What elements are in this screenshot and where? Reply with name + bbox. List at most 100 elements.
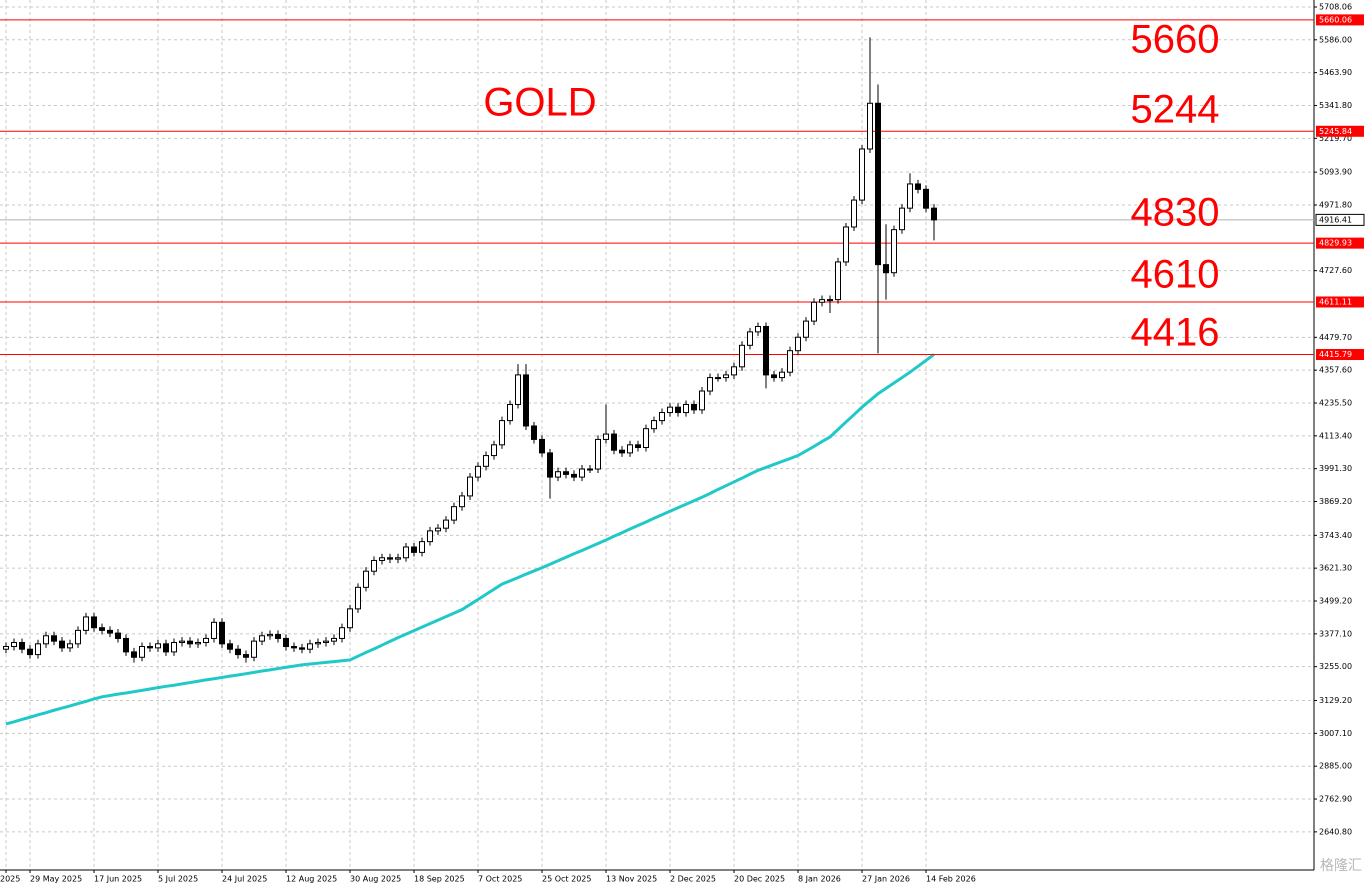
candle-body xyxy=(571,473,577,478)
candle-body xyxy=(419,541,425,553)
candle-body xyxy=(611,433,617,451)
candle-body xyxy=(179,640,185,643)
candle-body xyxy=(339,627,345,639)
y-tick-label: 3007.10 xyxy=(1319,729,1352,738)
candle-body xyxy=(19,641,25,650)
candle-body xyxy=(811,301,817,322)
candle-body xyxy=(851,199,857,228)
candle-body xyxy=(827,299,833,302)
candle-body xyxy=(187,640,193,645)
level-label: 4611.11 xyxy=(1319,297,1352,306)
candle-body xyxy=(235,648,241,656)
candle-body xyxy=(35,643,41,656)
candle-body xyxy=(27,648,33,656)
x-tick-label: 24 Jul 2025 xyxy=(222,875,267,884)
y-tick-label: 3129.20 xyxy=(1319,696,1352,705)
candle-body xyxy=(859,148,865,201)
candle-body xyxy=(363,570,369,588)
candle-body xyxy=(619,449,625,454)
candle-body xyxy=(147,646,153,649)
candle-body xyxy=(603,433,609,440)
candle-body xyxy=(763,325,769,376)
candle-body xyxy=(691,403,697,411)
candle-body xyxy=(667,406,673,414)
candle-body xyxy=(651,420,657,430)
x-tick-label: 14 Feb 2026 xyxy=(926,875,976,884)
candle-body xyxy=(907,183,913,209)
candle-body xyxy=(635,444,641,449)
candle-body xyxy=(251,640,257,658)
candle-body xyxy=(275,633,281,639)
x-tick-label: 5 Jul 2025 xyxy=(158,875,198,884)
candle-body xyxy=(515,374,521,405)
level-label: 5245.84 xyxy=(1319,127,1352,136)
candle-body xyxy=(123,637,129,653)
candle-body xyxy=(707,377,713,392)
candle-body xyxy=(803,320,809,338)
y-tick-label: 3869.20 xyxy=(1319,497,1352,506)
candle-body xyxy=(819,299,825,303)
candle-body xyxy=(307,643,313,650)
candle-body xyxy=(547,452,553,478)
candle-body xyxy=(563,471,569,475)
current-price-label: 4916.41 xyxy=(1319,215,1352,224)
candle-body xyxy=(3,646,9,650)
candle-body xyxy=(243,654,249,658)
level-label: 5660.06 xyxy=(1319,15,1352,24)
candle-body xyxy=(435,527,441,532)
x-tick-label: 17 Jun 2025 xyxy=(94,875,142,884)
candle-body xyxy=(899,207,905,231)
candle-body xyxy=(203,637,209,643)
annotation: 4416 xyxy=(1131,311,1220,355)
y-tick-label: 5219.70 xyxy=(1319,134,1352,143)
y-tick-label: 5463.90 xyxy=(1319,68,1352,77)
candle-body xyxy=(443,519,449,529)
candle-body xyxy=(555,471,561,478)
candle-body xyxy=(355,586,361,610)
y-tick-label: 3621.30 xyxy=(1319,564,1352,573)
candle-body xyxy=(731,366,737,376)
candle-body xyxy=(99,627,105,631)
candle-body xyxy=(915,183,921,190)
candle-body xyxy=(699,390,705,411)
candle-body xyxy=(315,641,321,645)
level-tag xyxy=(1316,296,1364,308)
y-tick-label: 2762.90 xyxy=(1319,795,1352,804)
y-tick-label: 5341.80 xyxy=(1319,101,1352,110)
y-tick-label: 3991.30 xyxy=(1319,464,1352,473)
y-tick-label: 2640.80 xyxy=(1319,827,1352,836)
x-tick-label: 30 Aug 2025 xyxy=(350,875,401,884)
y-tick-label: 3255.00 xyxy=(1319,662,1352,671)
candle-body xyxy=(347,608,353,629)
candle-body xyxy=(115,632,121,639)
candle-body xyxy=(283,637,289,648)
candle-body xyxy=(739,344,745,368)
candle-body xyxy=(891,229,897,274)
y-tick-label: 3377.10 xyxy=(1319,629,1352,638)
annotation: 5660 xyxy=(1131,18,1220,62)
candle-body xyxy=(835,261,841,301)
candle-body xyxy=(259,635,265,642)
candle-body xyxy=(875,102,881,266)
level-tag xyxy=(1316,237,1364,249)
candle-body xyxy=(163,643,169,653)
candle-body xyxy=(483,455,489,467)
y-tick-label: 3743.40 xyxy=(1319,531,1352,540)
candle-body xyxy=(403,546,409,559)
candle-body xyxy=(539,438,545,454)
candle-body xyxy=(587,468,593,471)
candle-body xyxy=(795,336,801,352)
candle-body xyxy=(475,465,481,478)
candle-body xyxy=(219,621,225,645)
price-tag xyxy=(1315,213,1365,226)
x-tick-label: 18 Sep 2025 xyxy=(414,875,465,884)
annotation: 4830 xyxy=(1131,191,1220,235)
candle-body xyxy=(779,371,785,379)
candle-body xyxy=(531,425,537,440)
candle-body xyxy=(595,438,601,470)
level-tag xyxy=(1316,349,1364,361)
candle-body xyxy=(155,643,161,649)
candle-body xyxy=(499,420,505,446)
